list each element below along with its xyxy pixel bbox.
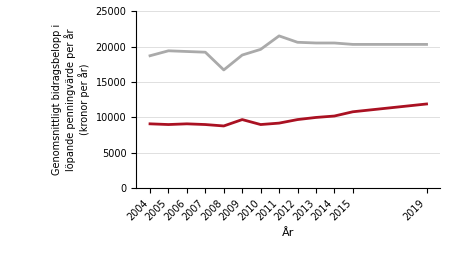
Flerbostadshus	[332, 114, 337, 118]
Småhus	[184, 50, 190, 53]
Småhus	[221, 68, 227, 71]
Flerbostadshus	[221, 124, 227, 128]
Småhus	[313, 41, 319, 45]
X-axis label: År: År	[282, 228, 295, 238]
Småhus	[258, 48, 263, 51]
Flerbostadshus	[239, 118, 245, 121]
Flerbostadshus	[295, 118, 300, 121]
Flerbostadshus	[147, 122, 153, 125]
Småhus	[239, 53, 245, 57]
Småhus	[147, 54, 153, 57]
Flerbostadshus	[313, 116, 319, 119]
Y-axis label: Genomsnittligt bidragsbelopp i
löpande penningvärde per år
(kronor per år): Genomsnittligt bidragsbelopp i löpande p…	[52, 24, 90, 175]
Line: Småhus: Småhus	[150, 36, 427, 70]
Småhus	[276, 34, 282, 38]
Småhus	[166, 49, 171, 52]
Flerbostadshus	[276, 121, 282, 125]
Flerbostadshus	[258, 123, 263, 126]
Småhus	[332, 41, 337, 45]
Småhus	[295, 41, 300, 44]
Flerbostadshus	[350, 110, 355, 114]
Småhus	[424, 43, 429, 46]
Småhus	[202, 50, 208, 54]
Flerbostadshus	[202, 123, 208, 126]
Småhus	[350, 43, 355, 46]
Flerbostadshus	[184, 122, 190, 125]
Line: Flerbostadshus: Flerbostadshus	[150, 104, 427, 126]
Flerbostadshus	[166, 123, 171, 126]
Flerbostadshus	[424, 102, 429, 106]
